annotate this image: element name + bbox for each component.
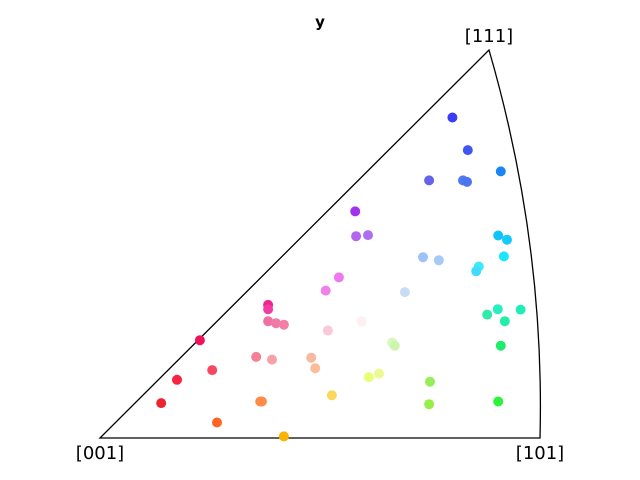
data-point-27 [271,318,281,329]
data-point-40 [374,368,384,379]
data-point-46 [256,396,267,407]
data-point-19 [399,287,410,298]
data-point-36 [267,354,277,365]
data-point-4 [424,175,435,186]
data-point-33 [389,340,400,351]
data-point-47 [156,398,167,409]
chart-title: y [315,13,325,31]
data-point-29 [322,325,333,336]
data-point-21 [492,304,503,315]
data-point-6 [462,176,472,187]
data-point-7 [350,206,361,217]
data-point-44 [326,390,337,401]
data-point-2 [462,145,473,156]
data-point-37 [306,352,317,363]
data-point-38 [310,363,321,374]
corner-label-001: [001] [76,443,124,464]
data-point-17 [333,272,344,283]
data-point-41 [363,372,374,383]
data-point-50 [212,417,222,428]
data-point-22 [482,309,493,320]
data-point-23 [499,316,510,327]
data-point-49 [424,399,435,410]
triangle-outline [98,48,542,439]
data-point-34 [495,340,506,351]
data-point-10 [493,230,504,241]
corner-label-101: [101] [516,443,564,464]
data-point-42 [172,374,182,385]
data-point-9 [363,230,373,241]
data-point-13 [418,252,428,263]
data-point-11 [502,234,512,245]
data-point-28 [278,319,289,330]
data-point-30 [356,316,367,327]
corner-label-111: [111] [465,26,513,47]
data-point-35 [251,351,262,362]
data-point-14 [433,255,444,266]
data-point-48 [493,396,504,407]
data-point-18 [320,285,331,296]
data-point-20 [515,304,526,315]
data-point-16 [471,266,482,277]
data-point-39 [207,365,218,376]
data-point-12 [498,251,509,262]
data-point-8 [351,231,362,242]
data-point-43 [425,376,435,387]
data-point-31 [194,335,205,346]
data-point-26 [263,316,274,327]
data-point-1 [447,112,458,123]
data-point-51 [278,431,289,442]
data-points [156,112,526,442]
data-point-25 [263,304,274,315]
data-point-3 [495,166,506,177]
